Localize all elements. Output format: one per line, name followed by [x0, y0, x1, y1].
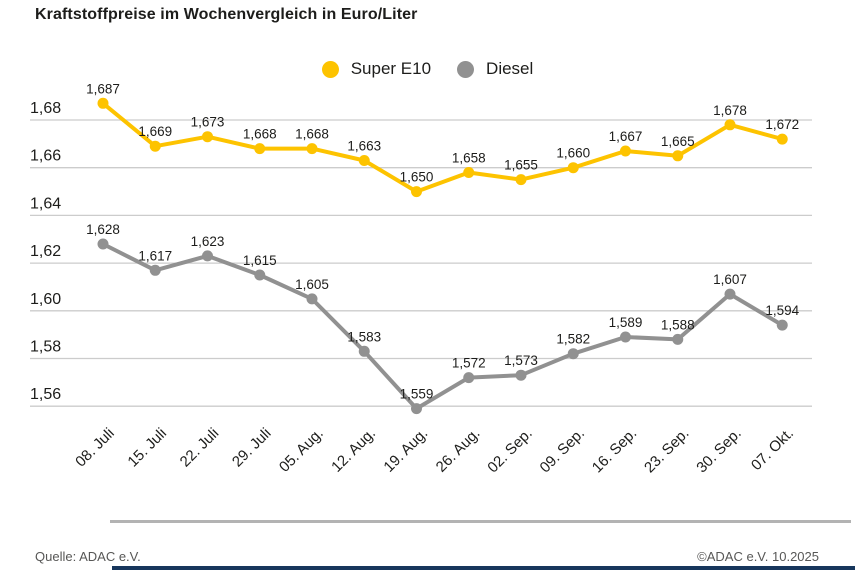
y-axis-tick-label: 1,62 — [30, 243, 61, 260]
data-point-marker-super-e10 — [97, 97, 109, 109]
legend-item-diesel: Diesel — [457, 59, 533, 79]
data-point-marker-super-e10 — [411, 186, 422, 198]
legend: Super E10 Diesel — [0, 59, 855, 79]
data-point-marker-diesel — [515, 369, 527, 381]
line-chart: 1,68 1,66 1,64 1,62 1,60 1,58 1,56 08. Juli 15. … — [30, 81, 812, 477]
x-axis-tick-label: 16. Sep. — [589, 425, 641, 477]
data-point-marker-diesel — [202, 250, 213, 262]
data-point-marker-diesel — [411, 403, 422, 415]
data-point-marker-super-e10 — [567, 162, 579, 174]
data-point-marker-super-e10 — [620, 145, 631, 157]
diesel-marker-icon — [457, 60, 475, 78]
chart-title: Kraftstoffpreise im Wochenvergleich in E… — [35, 6, 418, 23]
x-axis-tick-label: 26. Aug. — [433, 425, 484, 476]
series-line-super-e10 — [101, 101, 785, 194]
data-point-marker-super-e10 — [776, 133, 788, 145]
x-axis-tick-label: 29. Juli — [229, 425, 275, 471]
data-point-marker-diesel — [463, 372, 475, 384]
data-point-marker-diesel — [776, 319, 788, 331]
data-point-marker-diesel — [306, 293, 318, 305]
data-point-label-super-e10: 1,672 — [765, 117, 799, 132]
data-point-marker-diesel — [358, 345, 370, 357]
series-line-diesel — [101, 242, 785, 411]
data-point-marker-super-e10 — [515, 174, 527, 186]
y-axis-tick-label: 1,58 — [30, 339, 61, 356]
x-axis-tick-label: 30. Sep. — [693, 425, 745, 477]
data-point-label-diesel: 1,559 — [400, 387, 434, 402]
y-axis-tick-label: 1,64 — [30, 195, 61, 212]
data-point-label-diesel: 1,605 — [295, 277, 329, 292]
super-e10-marker-icon — [321, 60, 339, 78]
x-axis-tick-label: 02. Sep. — [484, 425, 536, 477]
data-point-label-super-e10: 1,669 — [138, 124, 172, 139]
data-point-label-super-e10: 1,655 — [504, 158, 538, 173]
data-point-label-super-e10: 1,663 — [347, 139, 381, 154]
data-point-label-super-e10: 1,668 — [295, 127, 329, 142]
legend-label-super-e10: Super E10 — [350, 59, 432, 78]
data-point-marker-super-e10 — [724, 119, 736, 131]
data-point-label-diesel: 1,582 — [556, 332, 590, 347]
copyright-text: ©ADAC e.V. 10.2025 — [697, 549, 819, 564]
data-point-label-diesel: 1,583 — [347, 329, 381, 344]
x-axis-tick-label: 05. Aug. — [276, 425, 327, 476]
data-point-label-diesel: 1,588 — [661, 317, 695, 332]
x-axis-tick-label: 12. Aug. — [328, 425, 379, 476]
data-point-marker-diesel — [97, 238, 109, 250]
footer-divider — [110, 520, 851, 523]
data-point-marker-diesel — [149, 264, 161, 276]
y-axis-tick-label: 1,56 — [30, 386, 61, 403]
data-point-label-super-e10: 1,660 — [556, 146, 590, 161]
x-axis-tick-label: 09. Sep. — [537, 425, 589, 477]
data-point-label-super-e10: 1,687 — [86, 81, 120, 96]
data-point-marker-diesel — [724, 288, 736, 300]
data-point-label-super-e10: 1,665 — [661, 134, 695, 149]
data-point-marker-super-e10 — [306, 143, 318, 155]
data-point-label-super-e10: 1,650 — [400, 170, 434, 185]
data-point-label-super-e10: 1,668 — [243, 127, 277, 142]
x-axis-tick-label: 23. Sep. — [641, 425, 693, 477]
data-point-marker-super-e10 — [672, 150, 684, 162]
data-point-label-diesel: 1,572 — [452, 356, 486, 371]
legend-item-super-e10: Super E10 — [321, 59, 432, 79]
data-point-marker-diesel — [567, 348, 579, 360]
source-text: Quelle: ADAC e.V. — [35, 549, 141, 564]
data-point-label-diesel: 1,628 — [86, 222, 120, 237]
data-point-marker-diesel — [620, 331, 631, 343]
data-point-marker-super-e10 — [202, 131, 213, 143]
y-axis-tick-label: 1,66 — [30, 148, 61, 165]
bottom-bar — [112, 566, 855, 570]
legend-label-diesel: Diesel — [486, 59, 534, 78]
y-axis-tick-label: 1,60 — [30, 291, 61, 308]
x-axis-tick-label: 22. Juli — [177, 425, 223, 471]
data-point-marker-diesel — [254, 269, 266, 281]
x-axis-tick-label: 19. Aug. — [380, 425, 431, 476]
x-axis-tick-label: 15. Juli — [124, 425, 170, 471]
x-axis-tick-label: 08. Juli — [72, 425, 118, 471]
data-point-label-super-e10: 1,678 — [713, 103, 747, 118]
data-point-marker-super-e10 — [463, 167, 475, 178]
data-point-label-diesel: 1,617 — [138, 248, 172, 263]
data-point-label-super-e10: 1,667 — [609, 129, 643, 144]
data-point-label-super-e10: 1,673 — [191, 115, 225, 130]
data-point-marker-super-e10 — [149, 140, 161, 152]
data-point-label-diesel: 1,589 — [609, 315, 643, 330]
data-point-marker-diesel — [672, 333, 684, 345]
data-point-label-diesel: 1,607 — [713, 272, 747, 287]
y-axis-tick-label: 1,68 — [30, 100, 61, 117]
data-point-label-diesel: 1,623 — [191, 234, 225, 249]
data-point-marker-super-e10 — [254, 143, 266, 155]
data-point-label-diesel: 1,615 — [243, 253, 277, 268]
x-axis-tick-label: 07. Okt. — [748, 425, 797, 474]
data-point-label-super-e10: 1,658 — [452, 151, 486, 166]
data-point-marker-super-e10 — [358, 155, 370, 166]
data-point-label-diesel: 1,594 — [765, 303, 799, 318]
data-point-label-diesel: 1,573 — [504, 353, 538, 368]
